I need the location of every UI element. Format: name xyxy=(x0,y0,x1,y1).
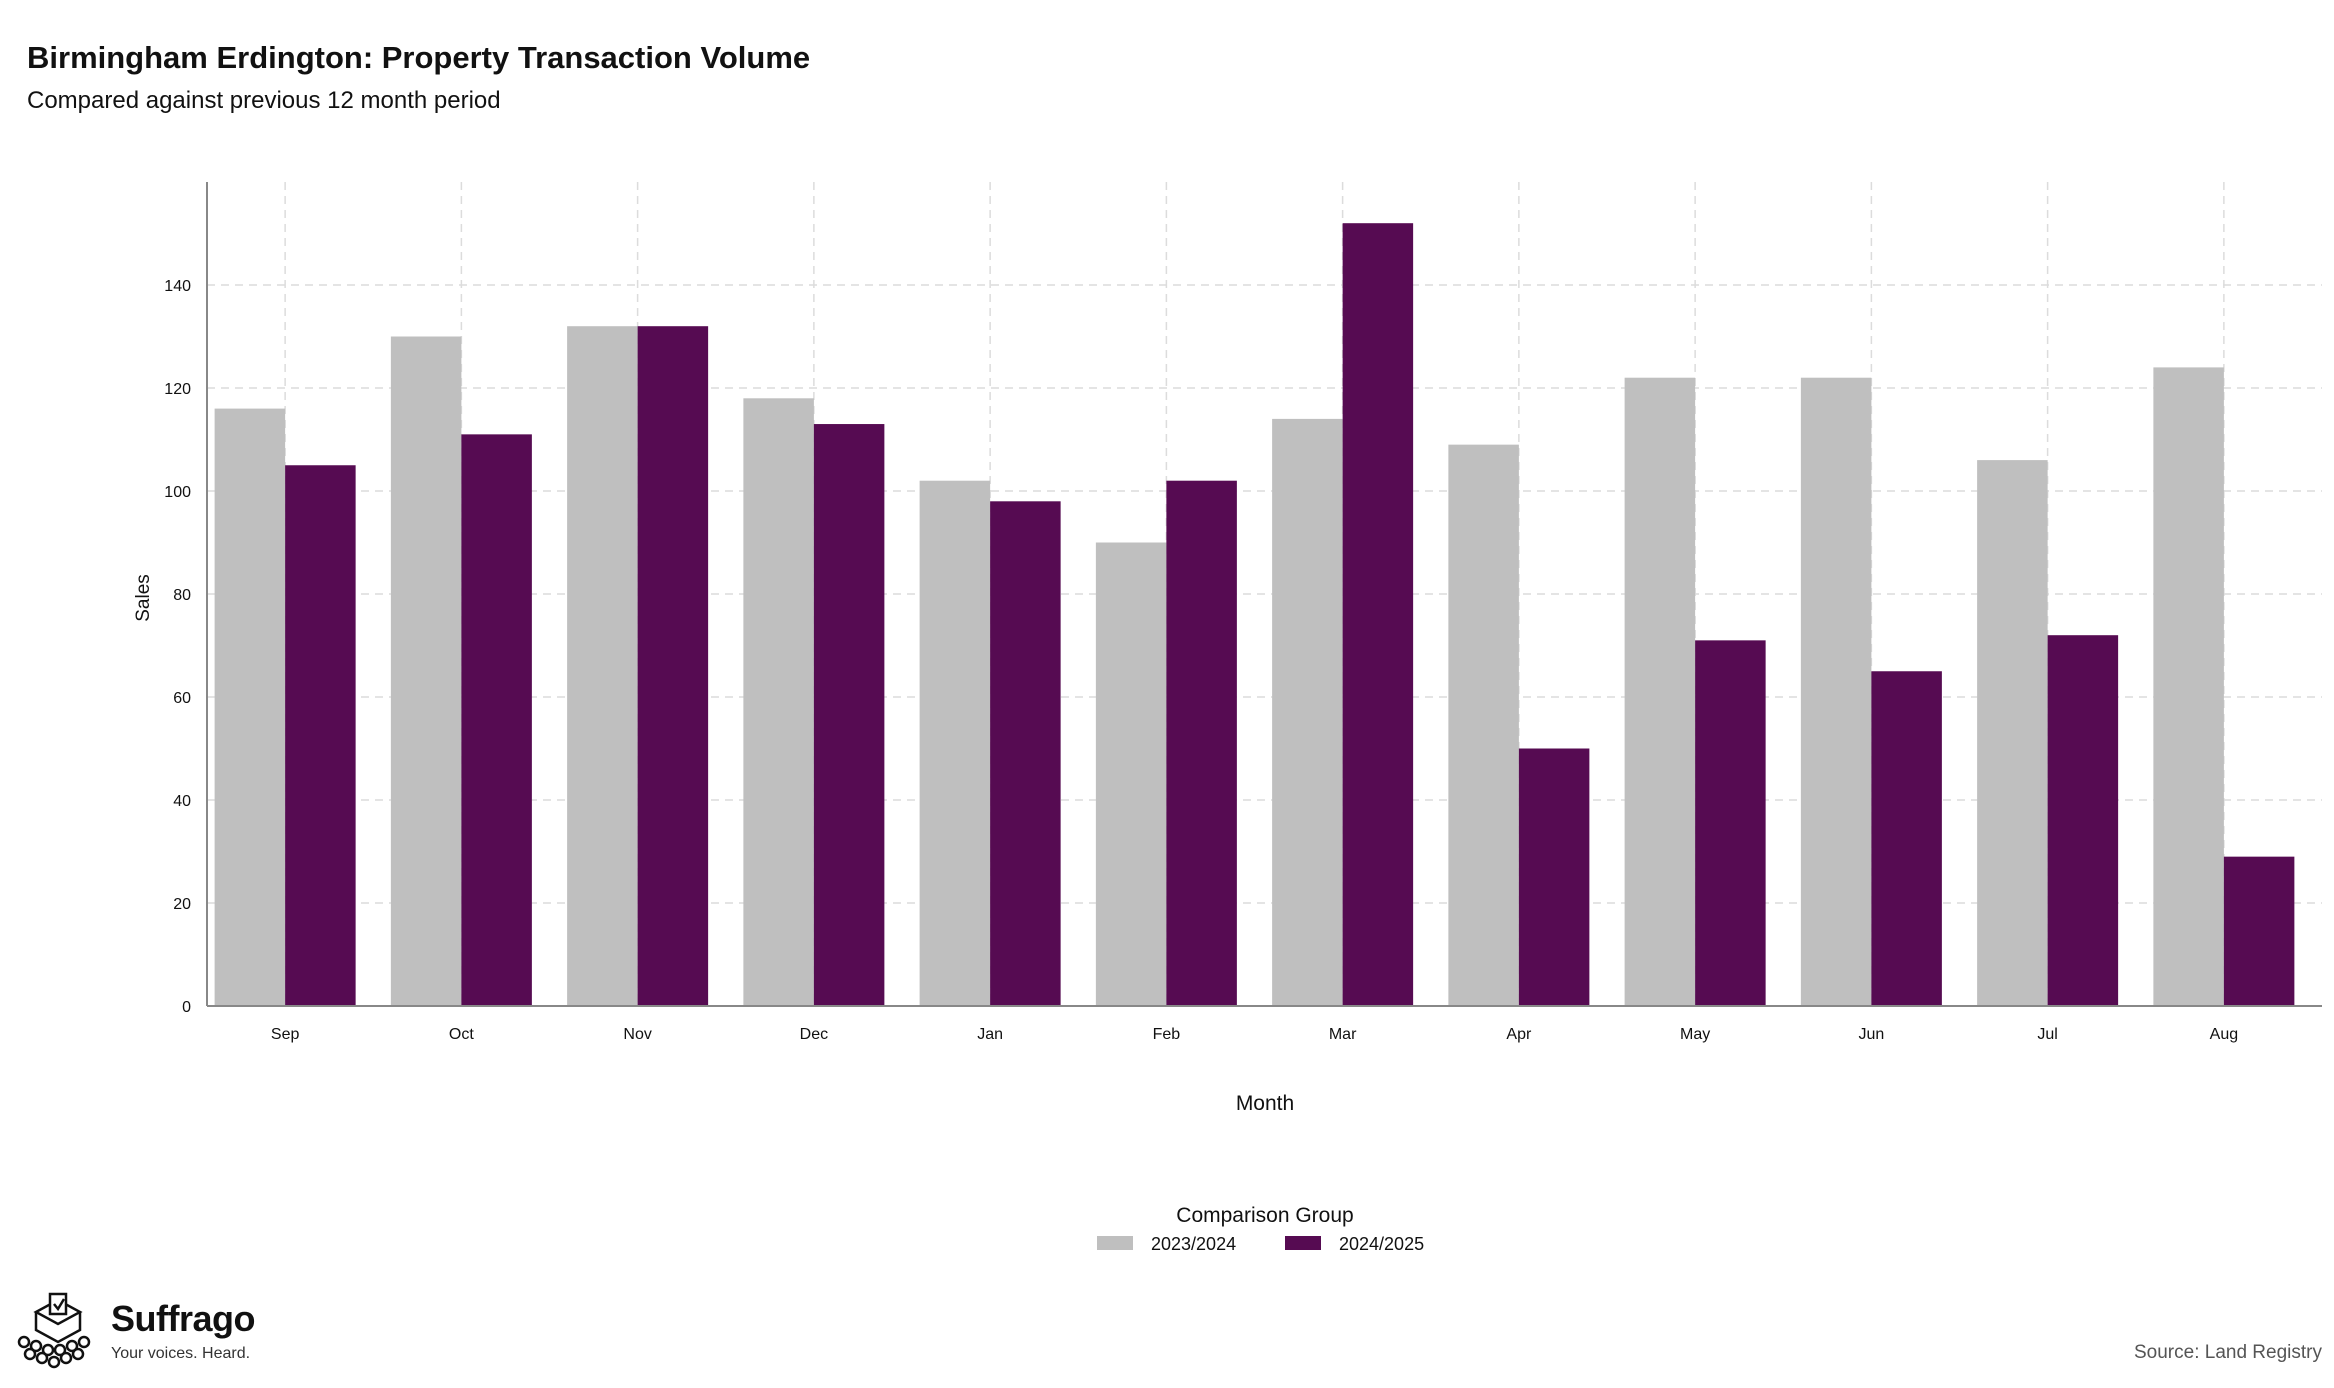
bar-2024-2025-aug xyxy=(2223,856,2295,1006)
chart-title: Birmingham Erdington: Property Transacti… xyxy=(27,40,811,75)
y-tick-label: 20 xyxy=(173,896,191,913)
bar-2024-2025-mar xyxy=(1342,223,1414,1006)
bar-2024-2025-jan xyxy=(990,501,1061,1006)
bar-2023-2024-jul xyxy=(1977,460,2048,1007)
bar-2024-2025-may xyxy=(1695,640,1766,1006)
bar-2024-2025-jun xyxy=(1871,671,1942,1006)
x-tick-label: Dec xyxy=(800,1026,828,1043)
legend-title: Comparison Group xyxy=(1176,1204,1353,1227)
legend-swatch-2024-2025 xyxy=(1285,1236,1321,1250)
bar-2023-2024-dec xyxy=(743,398,814,1006)
chart-subtitle: Compared against previous 12 month perio… xyxy=(27,87,501,114)
bar-2023-2024-may xyxy=(1624,377,1696,1006)
bar-2024-2025-dec xyxy=(813,424,885,1006)
bar-2024-2025-oct xyxy=(461,434,532,1007)
x-tick-label: May xyxy=(1680,1026,1710,1043)
axes xyxy=(206,182,2322,1007)
bar-2023-2024-mar xyxy=(1272,418,1343,1006)
x-tick-label: Aug xyxy=(2210,1026,2238,1043)
x-tick-label: Oct xyxy=(449,1026,474,1043)
bar-2023-2024-apr xyxy=(1448,444,1519,1006)
x-tick-label: Jan xyxy=(977,1026,1003,1043)
x-tick-label: Apr xyxy=(1506,1026,1532,1043)
y-axis-title: Sales xyxy=(133,574,154,622)
brand-name: Suffrago xyxy=(111,1298,256,1339)
bar-2023-2024-jan xyxy=(919,480,991,1006)
y-tick-label: 100 xyxy=(164,484,191,501)
x-tick-label: Mar xyxy=(1329,1026,1357,1043)
x-tick-label: Feb xyxy=(1153,1026,1181,1043)
bar-2023-2024-aug xyxy=(2153,367,2224,1006)
x-tick-label: Sep xyxy=(271,1026,300,1043)
y-tick-label: 140 xyxy=(164,278,191,295)
bars xyxy=(214,223,2295,1007)
ballot-box-crowd-icon xyxy=(17,1292,91,1369)
y-tick-label: 80 xyxy=(173,587,191,604)
y-tick-label: 120 xyxy=(164,381,191,398)
legend-label-2023-2024: 2023/2024 xyxy=(1151,1234,1236,1254)
legend-label-2024-2025: 2024/2025 xyxy=(1339,1234,1424,1254)
y-tick-label: 60 xyxy=(173,690,191,707)
bar-2024-2025-sep xyxy=(285,465,356,1006)
source-note: Source: Land Registry xyxy=(2134,1342,2322,1363)
bar-2023-2024-sep xyxy=(214,408,286,1007)
bar-2024-2025-feb xyxy=(1166,480,1237,1006)
bar-2023-2024-jun xyxy=(1800,377,1872,1006)
bar-2023-2024-feb xyxy=(1095,542,1167,1006)
bar-2024-2025-nov xyxy=(637,326,709,1006)
x-tick-label: Jul xyxy=(2037,1026,2057,1043)
bar-2023-2024-nov xyxy=(567,326,638,1006)
legend: Comparison Group 2023/2024 2024/2025 xyxy=(1097,1204,1424,1254)
legend-swatch-2023-2024 xyxy=(1097,1236,1133,1250)
brand-tagline: Your voices. Heard. xyxy=(111,1345,251,1362)
suffrago-logo: Suffrago Your voices. Heard. xyxy=(14,1290,274,1380)
bar-2024-2025-apr xyxy=(1518,748,1590,1006)
x-tick-label: Nov xyxy=(623,1026,651,1043)
bar-2023-2024-oct xyxy=(390,336,462,1006)
y-tick-label: 40 xyxy=(173,793,191,810)
y-tick-label: 0 xyxy=(182,999,191,1016)
x-tick-label: Jun xyxy=(1858,1026,1884,1043)
bar-2024-2025-jul xyxy=(2047,635,2119,1006)
tick-labels: 0 20 40 60 80 100 120 140 Sep Oct Nov Dec Jan Feb Mar A… xyxy=(164,278,2238,1043)
x-axis-title: Month xyxy=(1236,1092,1294,1115)
